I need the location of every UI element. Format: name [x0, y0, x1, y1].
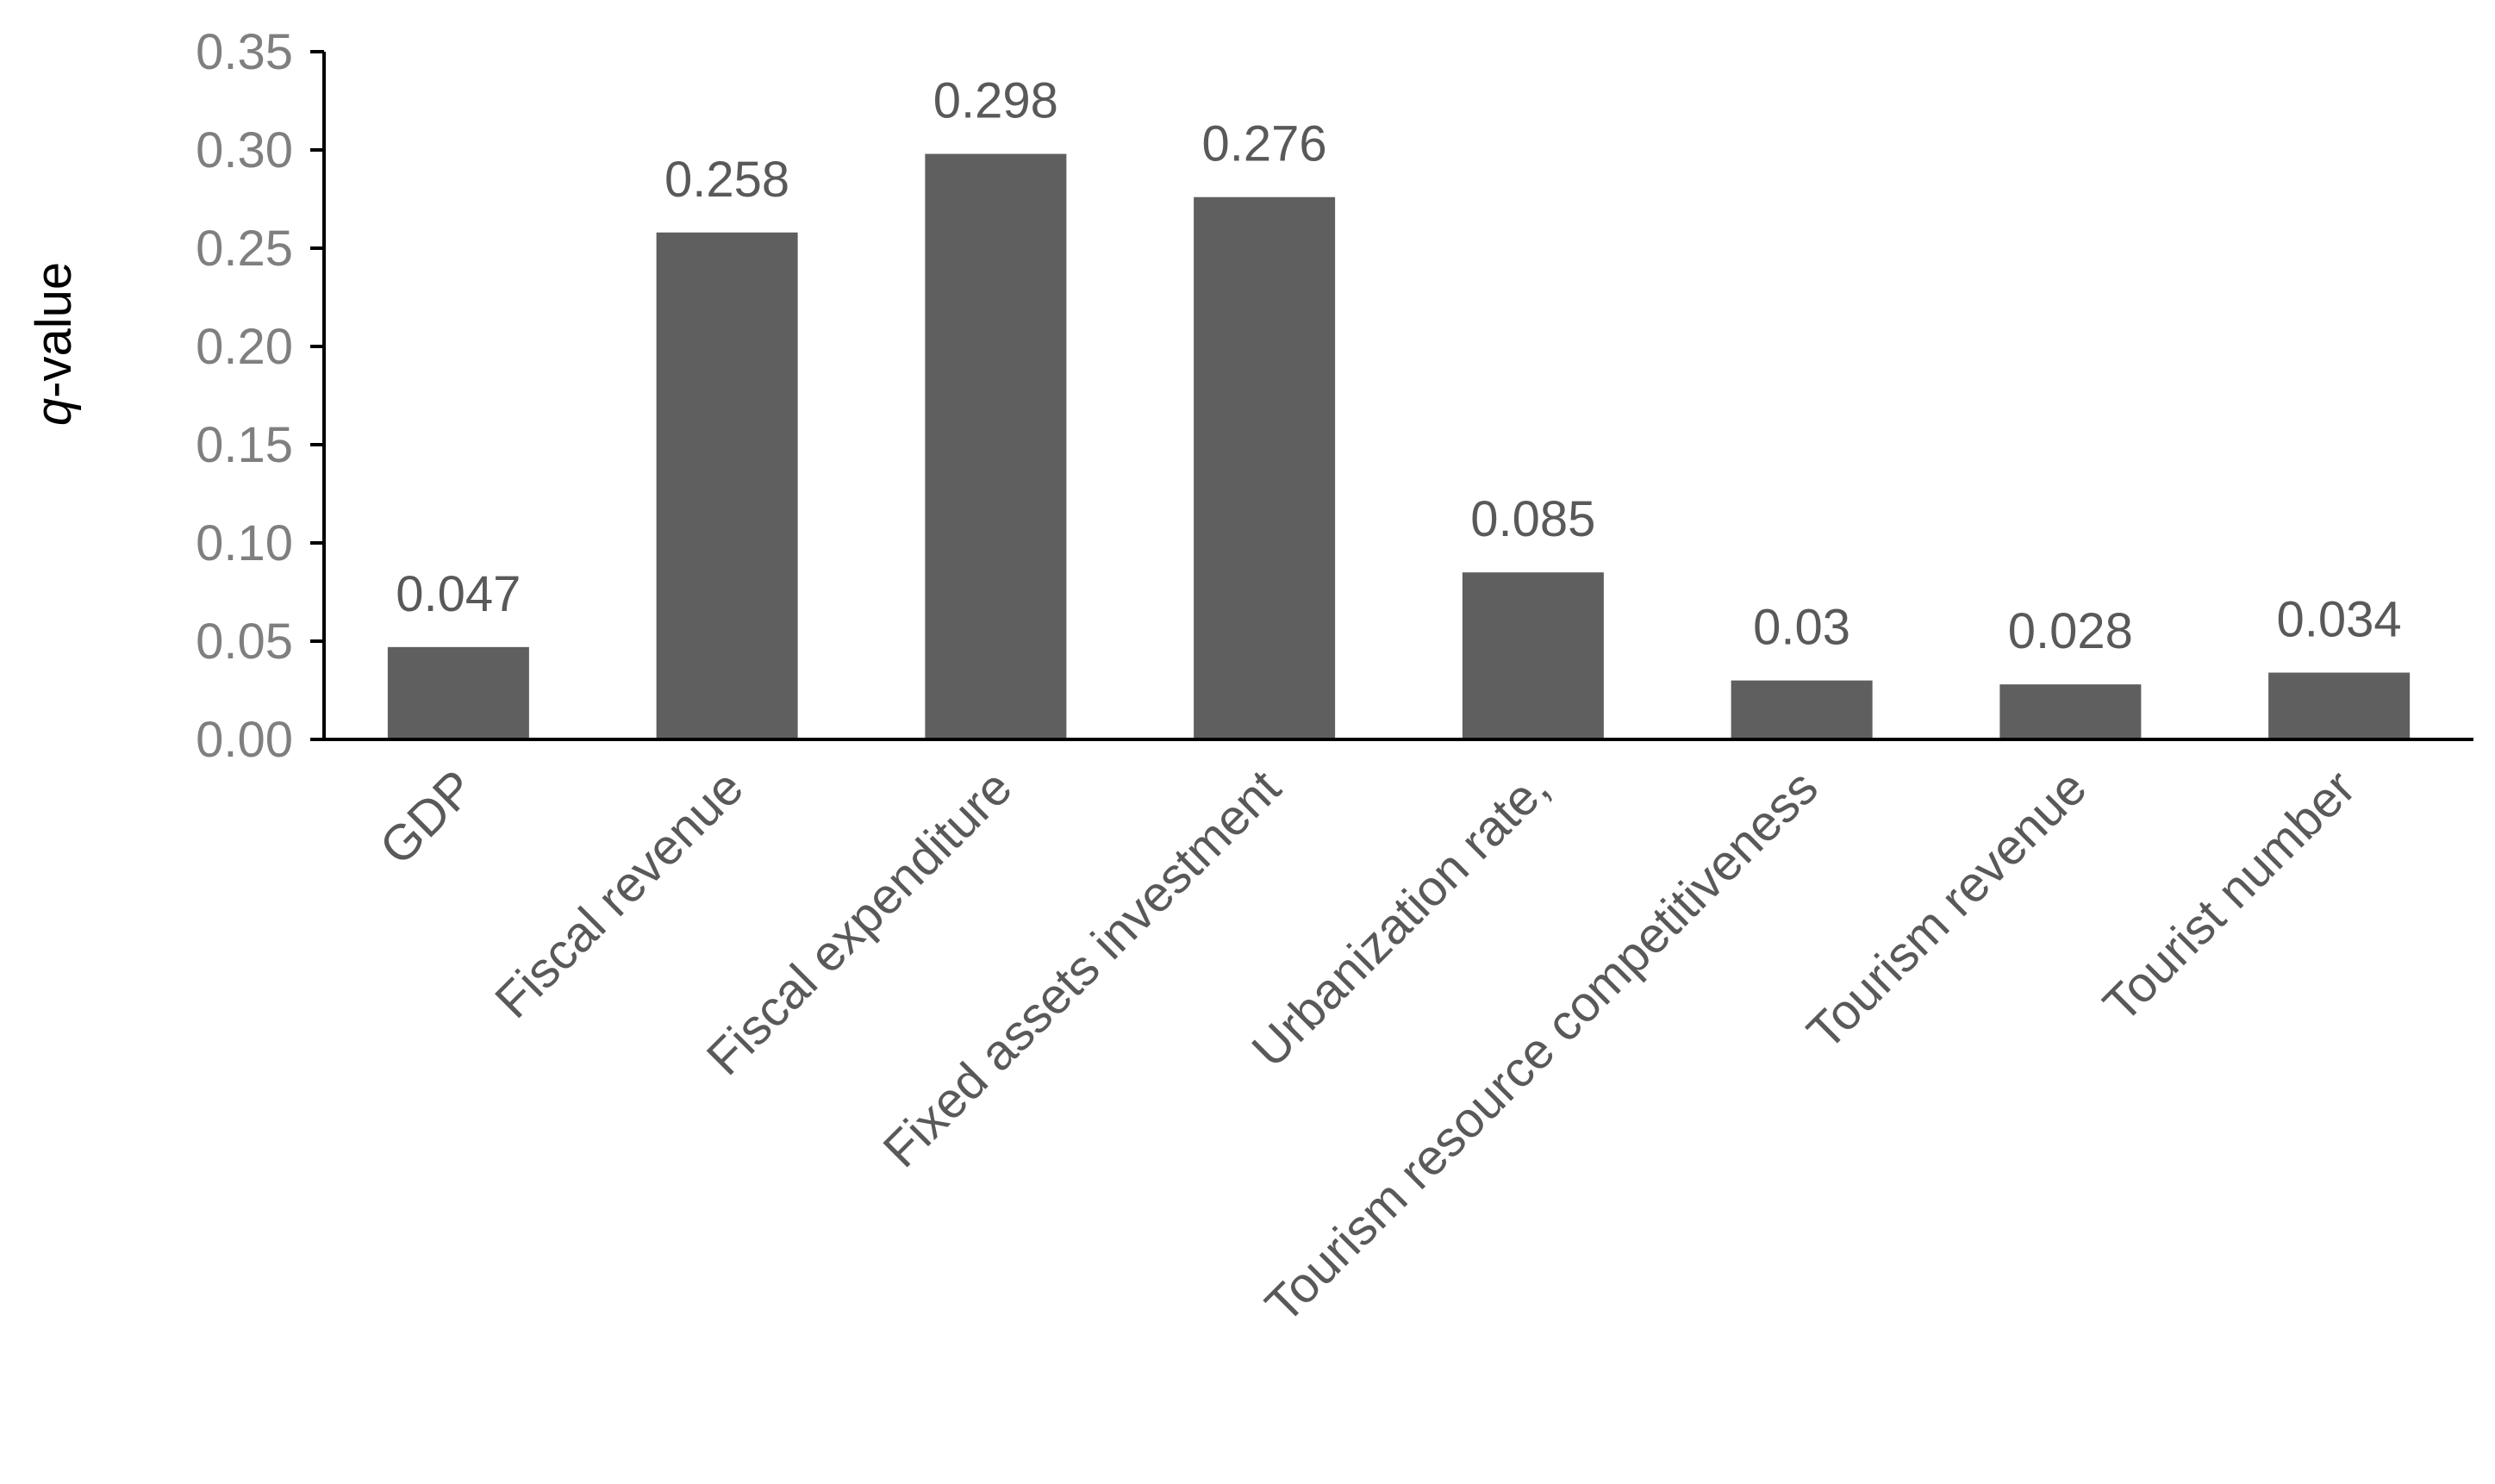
y-tick-label: 0.05 [196, 614, 293, 670]
category-label: Tourism revenue [1796, 759, 2097, 1060]
y-tick-label: 0.25 [196, 221, 293, 277]
data-label: 0.276 [1202, 116, 1327, 172]
bars [387, 153, 2411, 740]
y-tick-label: 0.35 [196, 24, 293, 80]
category-label: Urbanization rate, [1241, 759, 1560, 1078]
data-label: 0.028 [2008, 603, 2133, 659]
y-axis-ticks: 0.00 0.05 0.10 0.15 0.20 0.25 0.30 0.35 [196, 24, 324, 768]
y-tick-label: 0.10 [196, 515, 293, 571]
data-label: 0.03 [1753, 600, 1850, 656]
data-label: 0.085 [1470, 491, 1595, 547]
bar [656, 232, 798, 739]
y-tick-label: 0.15 [196, 417, 293, 473]
category-label: GDP [369, 759, 485, 876]
data-label: 0.258 [664, 152, 789, 208]
bar [1194, 196, 1336, 740]
data-labels: 0.047 0.258 0.298 0.276 0.085 0.03 0.028 0.034 [396, 73, 2401, 660]
bar [1731, 680, 1873, 739]
data-label: 0.034 [2277, 591, 2402, 647]
data-label: 0.047 [396, 566, 521, 622]
bar [2268, 672, 2411, 739]
y-axis-title-rest: -value [26, 262, 82, 398]
bar [925, 153, 1067, 739]
category-label: Tourist number [2093, 759, 2366, 1032]
y-tick-label: 0.20 [196, 319, 293, 375]
y-axis-title: q-value [26, 262, 82, 426]
y-tick-label: 0.30 [196, 122, 293, 178]
y-tick-label: 0.00 [196, 712, 293, 768]
bar [1999, 684, 2142, 739]
category-label: Tourism resource competitiveness [1255, 759, 1829, 1333]
y-axis-title-italic: q [26, 398, 82, 426]
axes [322, 52, 2473, 741]
bar [387, 646, 529, 739]
category-label: Fiscal revenue [484, 759, 754, 1029]
bar [1462, 572, 1604, 739]
data-label: 0.298 [933, 73, 1058, 129]
